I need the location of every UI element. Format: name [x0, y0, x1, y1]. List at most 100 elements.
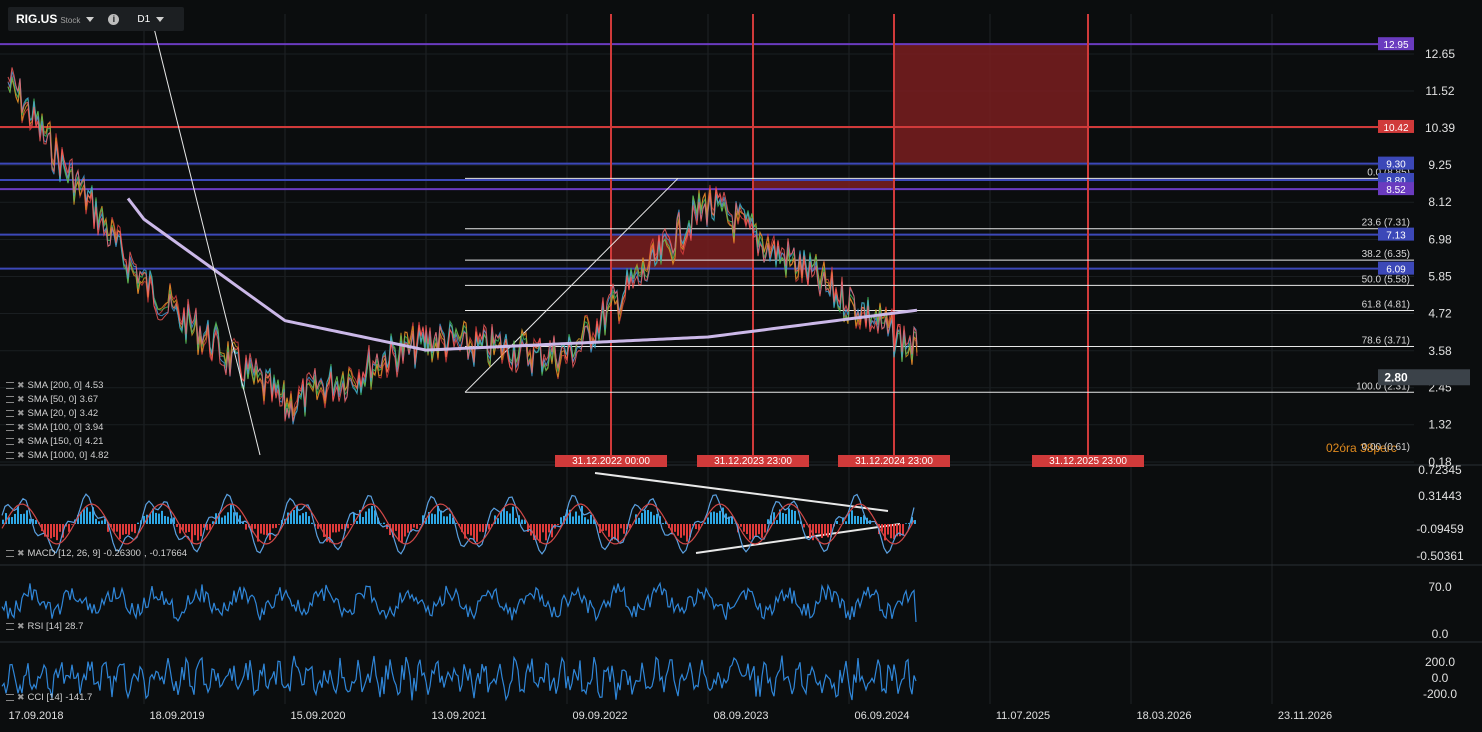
- time-axis[interactable]: 17.09.2018 18.09.2019 15.09.2020 13.09.2021…: [8, 710, 1332, 722]
- sma-value: 4.53: [84, 380, 104, 391]
- year-vertical-lines[interactable]: [610, 14, 1089, 455]
- close-icon[interactable]: ✖: [17, 548, 25, 558]
- macd-histogram-bar: [401, 524, 403, 544]
- macd-histogram-bar: [134, 524, 136, 534]
- macd-histogram-bar: [428, 511, 430, 524]
- sma-value: 4.82: [90, 450, 109, 461]
- macd-histogram-bar: [329, 524, 331, 543]
- price-markers: 12.95 10.42 9.30 8.808.52 7.13 6.09 2.80: [1378, 37, 1470, 386]
- macd-histogram-bar: [185, 524, 187, 533]
- macd-histogram-bar: [77, 515, 79, 524]
- settings-icon[interactable]: [6, 550, 14, 557]
- macd-histogram-bar: [266, 524, 268, 536]
- macd-histogram-bar: [218, 513, 220, 524]
- macd-trendline-lower: [695, 523, 901, 554]
- macd-histogram-bar: [53, 524, 55, 537]
- macd-histogram-bar: [368, 508, 370, 524]
- macd-histogram-bar: [161, 510, 163, 524]
- price-tick-label: 11.52: [1425, 84, 1454, 98]
- settings-icon[interactable]: [6, 410, 14, 417]
- time-axis-label: 15.09.2020: [290, 710, 345, 722]
- macd-histogram-bar: [227, 512, 229, 524]
- sma-legend-1000[interactable]: ✖ SMA [1000, 0] 4.82: [6, 450, 109, 461]
- macd-histogram-bar: [482, 524, 484, 533]
- settings-icon[interactable]: [6, 424, 14, 431]
- macd-value-2: -0.17664: [149, 548, 188, 559]
- macd-histogram-bar: [101, 520, 103, 524]
- close-icon[interactable]: ✖: [17, 422, 25, 432]
- settings-icon[interactable]: [6, 382, 14, 389]
- timeframe-dropdown-icon[interactable]: [156, 16, 165, 22]
- macd-histogram-bar: [233, 512, 235, 524]
- macd-signal-line: [1, 503, 915, 545]
- close-icon[interactable]: ✖: [17, 692, 25, 702]
- macd-histogram-bar: [437, 506, 439, 524]
- macd-histogram-bar: [206, 524, 208, 531]
- price-tick-label: 4.72: [1428, 306, 1452, 320]
- rsi-value: 28.7: [64, 621, 84, 632]
- macd-histogram-bar: [278, 524, 280, 525]
- indicator-panes[interactable]: 0.72345 0.31443 -0.09459 -0.50361 70.0 0.0 200…: [1, 463, 1464, 702]
- price-tick-label: 10.39: [1425, 121, 1455, 135]
- macd-histogram-bar: [107, 524, 109, 532]
- sma-legend-20[interactable]: ✖ SMA [20, 0] 3.42: [6, 408, 98, 419]
- macd-histogram-bar: [239, 515, 241, 524]
- price-axis[interactable]: 12.6511.5210.399.258.126.985.854.723.582…: [1425, 47, 1455, 469]
- vline-date-label: 31.12.2024 23:00: [855, 456, 933, 467]
- trendlines[interactable]: [151, 19, 901, 554]
- close-icon[interactable]: ✖: [17, 408, 25, 418]
- macd-label: MACD [12, 26, 9]: [27, 548, 101, 559]
- sma-legend-50[interactable]: ✖ SMA [50, 0] 3.67: [6, 394, 98, 405]
- close-icon[interactable]: ✖: [17, 621, 25, 631]
- fib-level-label: 38.2 (6.35): [1362, 249, 1410, 260]
- settings-icon[interactable]: [6, 694, 14, 701]
- macd-histogram-bar: [158, 513, 160, 524]
- macd-histogram-bar: [653, 515, 655, 524]
- sma-legend-100[interactable]: ✖ SMA [100, 0] 3.94: [6, 422, 103, 433]
- macd-histogram-bar: [299, 515, 301, 524]
- macd-histogram-bar: [44, 524, 46, 537]
- sma-label: SMA [200, 0]: [27, 380, 82, 391]
- horizontal-levels[interactable]: [0, 43, 1414, 270]
- macd-histogram-bar: [506, 511, 508, 524]
- sma-legend-150[interactable]: ✖ SMA [150, 0] 4.21: [6, 436, 103, 447]
- settings-icon[interactable]: [6, 396, 14, 403]
- close-icon[interactable]: ✖: [17, 380, 25, 390]
- info-icon[interactable]: i: [108, 13, 120, 25]
- symbol-dropdown-icon[interactable]: [86, 16, 95, 22]
- macd-histogram-bar: [35, 520, 37, 524]
- sma-legend-200[interactable]: ✖ SMA [200, 0] 4.53: [6, 380, 103, 391]
- close-icon[interactable]: ✖: [17, 394, 25, 404]
- fib-level-label: 78.6 (3.71): [1362, 336, 1410, 347]
- price-marker-tag: [1378, 369, 1470, 386]
- macd-histogram-bar: [836, 520, 838, 524]
- rsi-legend[interactable]: ✖ RSI [14] 28.7: [6, 621, 83, 632]
- macd-histogram-bar: [431, 513, 433, 524]
- fib-anchor-line: [464, 177, 679, 393]
- close-icon[interactable]: ✖: [17, 450, 25, 460]
- macd-histogram-bar: [209, 524, 211, 530]
- macd-histogram-bar: [617, 524, 619, 541]
- macd-histogram-bar: [404, 524, 406, 537]
- symbol-name[interactable]: RIG.US: [16, 12, 58, 26]
- sma-label: SMA [150, 0]: [27, 436, 82, 447]
- macd-histogram-bar: [500, 511, 502, 524]
- close-icon[interactable]: ✖: [17, 436, 25, 446]
- time-axis-label: 11.07.2025: [996, 710, 1050, 722]
- macd-histogram-bar: [308, 516, 310, 524]
- settings-icon[interactable]: [6, 438, 14, 445]
- macd-legend[interactable]: ✖ MACD [12, 26, 9] -0.26300, -0.17664: [6, 548, 187, 559]
- price-marker-tag: [1378, 156, 1414, 170]
- settings-icon[interactable]: [6, 623, 14, 630]
- macd-histogram-bar: [797, 520, 799, 524]
- macd-histogram-bar: [242, 521, 244, 524]
- settings-icon[interactable]: [6, 452, 14, 459]
- cci-legend[interactable]: ✖ CCI [14] -141.7: [6, 692, 92, 703]
- macd-histogram-bar: [896, 524, 898, 537]
- timeframe-label[interactable]: D1: [137, 13, 151, 25]
- cci-tick-label: 0.0: [1432, 671, 1449, 685]
- macd-histogram-bar: [908, 523, 910, 524]
- macd-histogram-bar: [293, 510, 295, 524]
- fibonacci-retracement[interactable]: 0.0 (8.85) 23.6 (7.31) 38.2 (6.35) 50.0 (5.…: [464, 167, 1414, 393]
